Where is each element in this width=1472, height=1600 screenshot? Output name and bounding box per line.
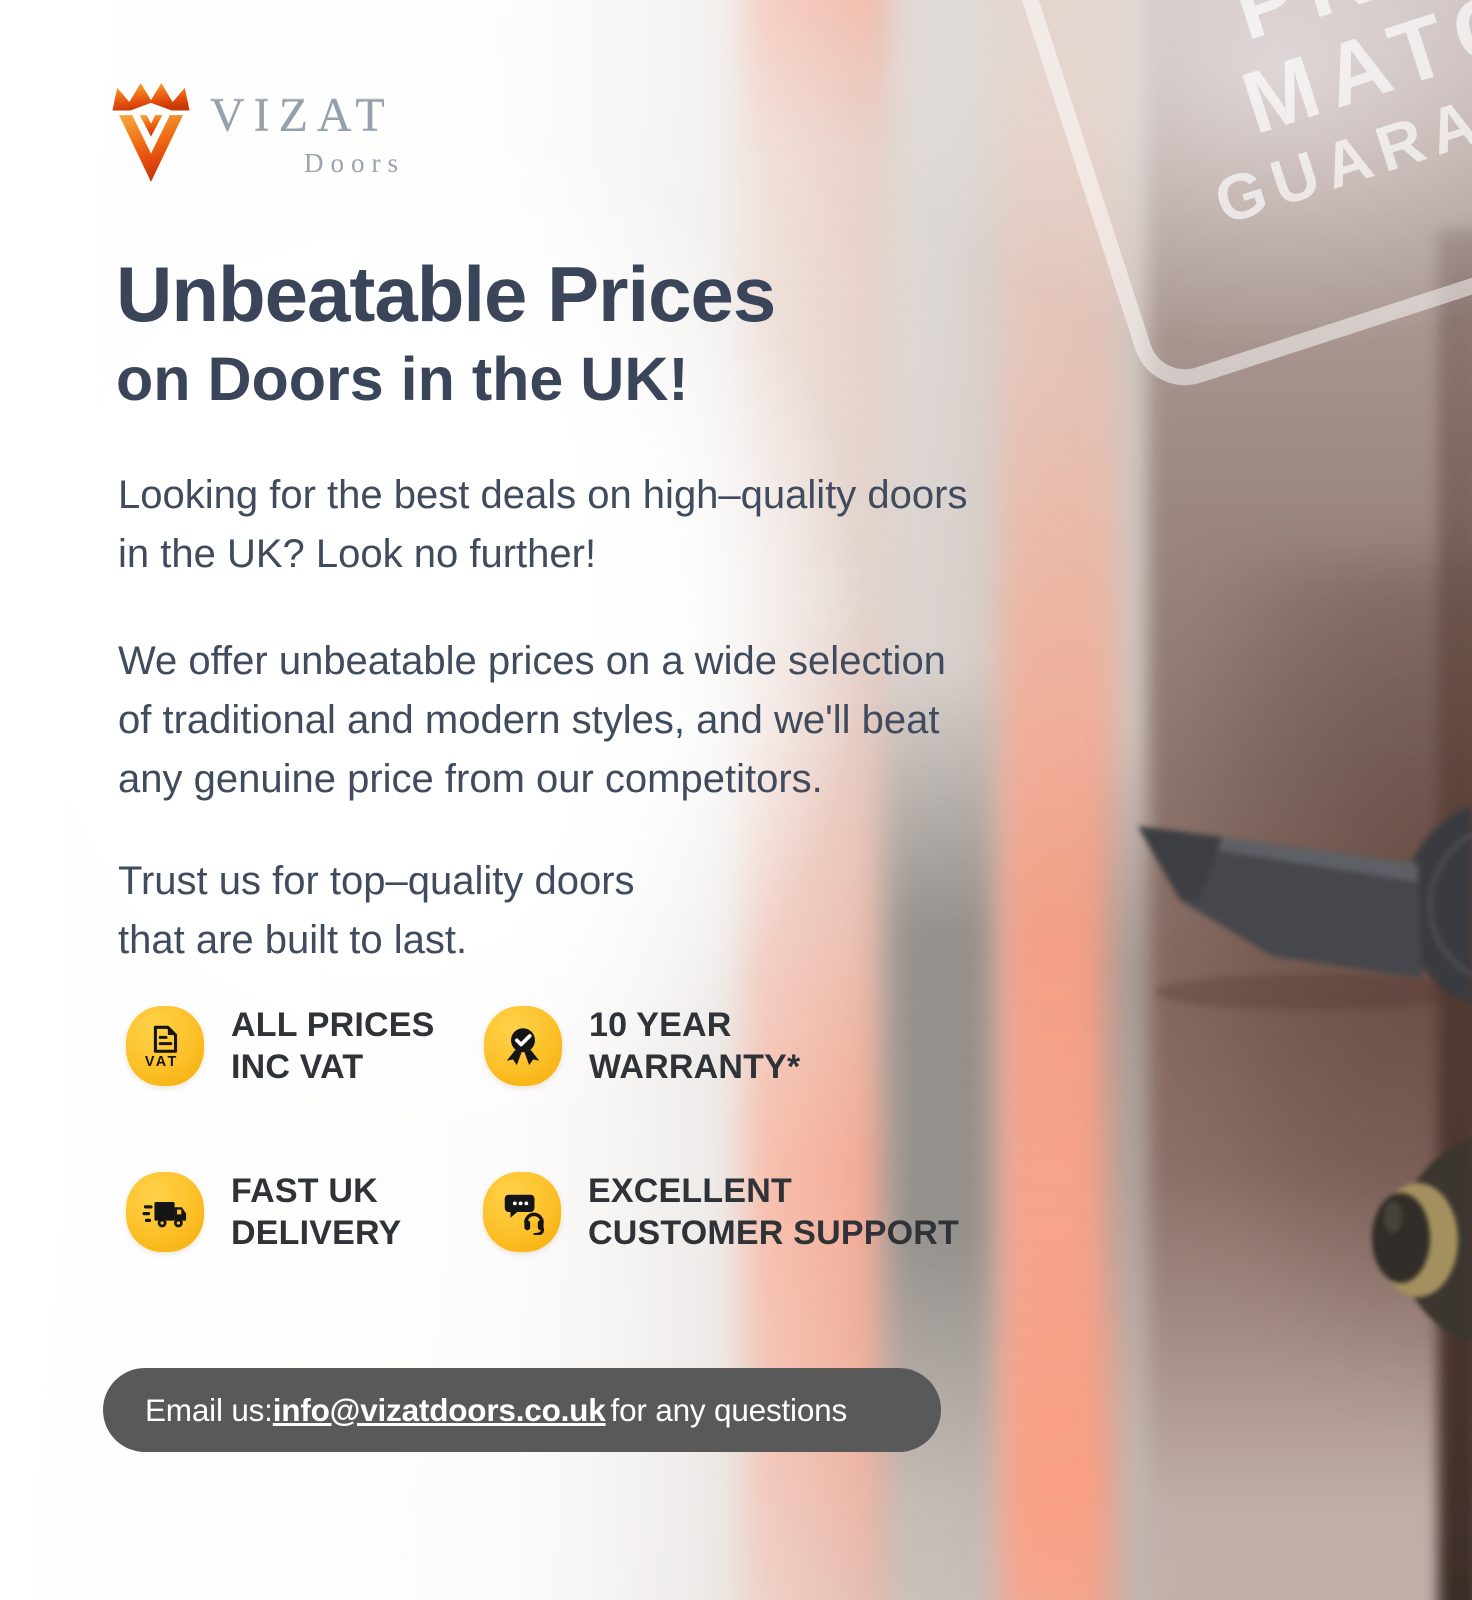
- crown-v-icon: [112, 83, 190, 182]
- feature-label: 10 YEAR WARRANTY*: [589, 1006, 801, 1087]
- contact-suffix: for any questions: [610, 1391, 848, 1428]
- feature-label: ALL PRICES INC VAT: [231, 1006, 435, 1087]
- feature-vat: VAT ALL PRICES INC VAT: [126, 1004, 435, 1088]
- contact-pill: Email us: info@vizatdoors.co.uk for any …: [103, 1368, 941, 1452]
- vat-invoice-icon: VAT: [145, 1025, 179, 1069]
- email-link[interactable]: info@vizatdoors.co.uk: [272, 1391, 606, 1428]
- headline: Unbeatable Prices on Doors in the UK!: [116, 250, 776, 414]
- intro-paragraph: Looking for the best deals on high–quali…: [118, 473, 968, 577]
- vat-badge: VAT: [126, 1006, 204, 1087]
- headline-line1: Unbeatable Prices: [116, 250, 776, 339]
- vat-icon-text: VAT: [145, 1054, 179, 1069]
- offer-paragraph: We offer unbeatable prices on a wide sel…: [118, 639, 946, 802]
- feature-delivery: FAST UK DELIVERY: [126, 1170, 401, 1254]
- brand-logo: VIZAT Doors: [104, 76, 405, 190]
- brand-tagline: Doors: [304, 148, 405, 178]
- warranty-medal-icon: [506, 1028, 540, 1066]
- feature-label: FAST UK DELIVERY: [231, 1172, 402, 1253]
- support-headset-icon: [504, 1194, 545, 1236]
- headline-line2: on Doors in the UK!: [116, 345, 689, 414]
- delivery-badge: [126, 1172, 204, 1253]
- warranty-badge: [484, 1006, 562, 1087]
- contact-prefix: Email us:: [145, 1391, 273, 1428]
- trust-paragraph: Trust us for top–quality doors that are …: [118, 859, 635, 963]
- feature-support: EXCELLENT CUSTOMER SUPPORT: [483, 1170, 959, 1254]
- support-badge: [483, 1172, 561, 1253]
- brand-wordmark: VIZAT Doors: [210, 88, 405, 179]
- delivery-truck-icon: [142, 1202, 187, 1228]
- brand-name: VIZAT: [210, 89, 394, 142]
- feature-label: EXCELLENT CUSTOMER SUPPORT: [588, 1172, 959, 1253]
- feature-warranty: 10 YEAR WARRANTY*: [484, 1004, 800, 1088]
